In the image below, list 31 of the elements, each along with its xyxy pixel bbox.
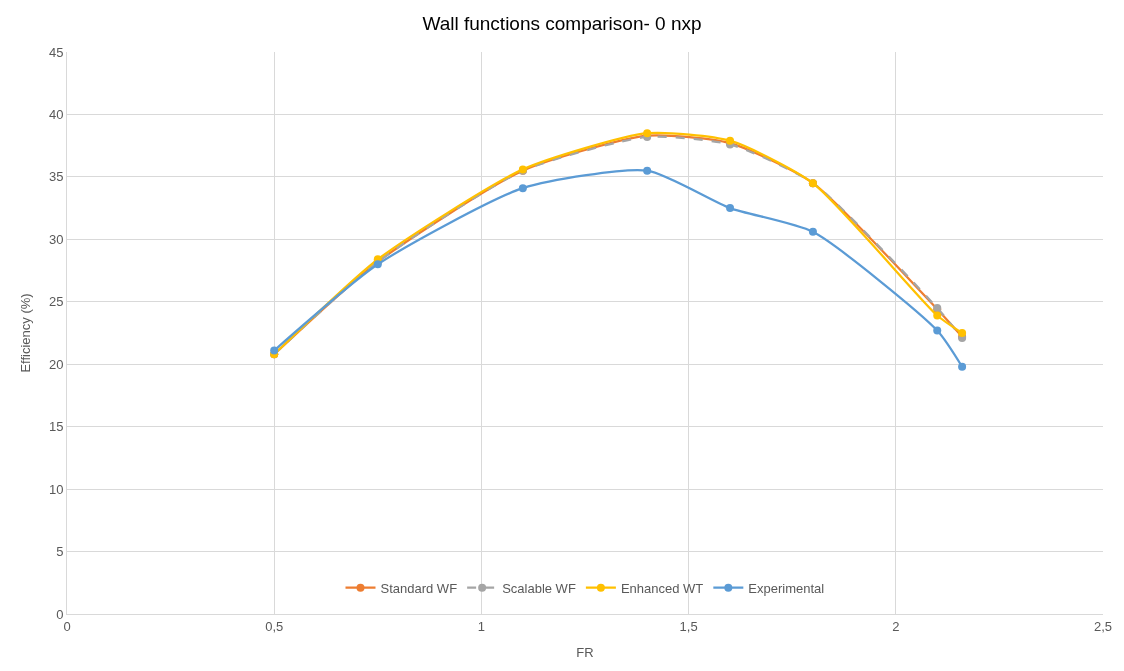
- y-tick-label: 5: [56, 544, 64, 560]
- point: [808, 227, 817, 236]
- x-tick-label: 2: [892, 618, 900, 634]
- y-tick-label: 15: [48, 419, 64, 435]
- point: [270, 346, 279, 355]
- y-tick-label: 30: [48, 231, 64, 247]
- x-tick-label: 0,5: [265, 618, 284, 634]
- point: [726, 204, 735, 213]
- point: [958, 362, 967, 371]
- y-tick-label: 40: [48, 106, 64, 122]
- point: [958, 329, 967, 337]
- point: [518, 184, 527, 193]
- x-tick-label: 1: [477, 618, 486, 634]
- x-tick-label: 2,5: [1093, 618, 1113, 634]
- x-tick-label: 1,5: [679, 618, 698, 634]
- y-tick-label: 10: [48, 481, 64, 497]
- legend-label: Experimental: [748, 580, 825, 596]
- y-tick-label: 45: [48, 44, 64, 60]
- point: [933, 311, 942, 320]
- legend-label: Standard WF: [380, 580, 458, 596]
- y-tick-label: 20: [48, 356, 64, 372]
- legend-label: Scalable WF: [502, 580, 576, 596]
- point: [643, 166, 652, 175]
- y-axis-title: Efficiency (%): [17, 293, 33, 373]
- y-tick-label: 35: [48, 169, 64, 185]
- legend-label: Enhanced WT: [620, 580, 704, 596]
- x-axis-title: FR: [576, 645, 594, 661]
- chart-title: Wall functions comparison- 0 nxp: [422, 13, 702, 35]
- y-tick-label: 0: [56, 606, 64, 622]
- point: [933, 326, 942, 335]
- y-tick-label: 25: [48, 294, 64, 310]
